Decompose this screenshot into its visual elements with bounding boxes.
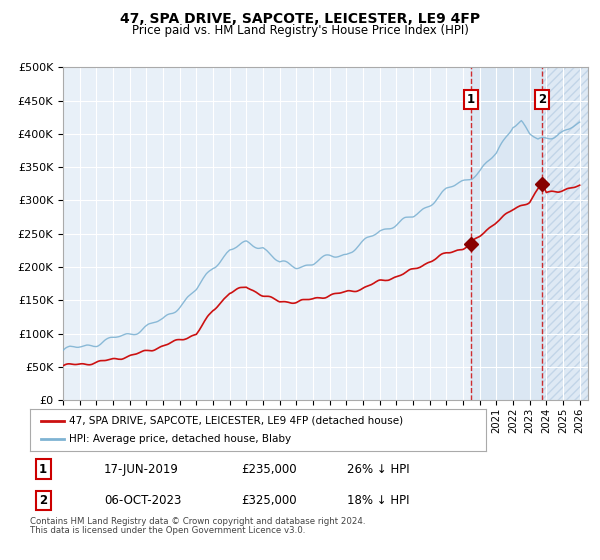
Text: Contains HM Land Registry data © Crown copyright and database right 2024.: Contains HM Land Registry data © Crown c… (30, 516, 365, 526)
Text: 2: 2 (538, 93, 547, 106)
Text: HPI: Average price, detached house, Blaby: HPI: Average price, detached house, Blab… (69, 434, 291, 444)
Text: 47, SPA DRIVE, SAPCOTE, LEICESTER, LE9 4FP: 47, SPA DRIVE, SAPCOTE, LEICESTER, LE9 4… (120, 12, 480, 26)
Text: 1: 1 (39, 463, 47, 476)
Text: 2: 2 (39, 494, 47, 507)
Text: This data is licensed under the Open Government Licence v3.0.: This data is licensed under the Open Gov… (30, 526, 305, 535)
Text: 17-JUN-2019: 17-JUN-2019 (104, 463, 179, 476)
Text: £325,000: £325,000 (241, 494, 297, 507)
Text: 26% ↓ HPI: 26% ↓ HPI (347, 463, 409, 476)
Text: 1: 1 (467, 93, 475, 106)
Text: Price paid vs. HM Land Registry's House Price Index (HPI): Price paid vs. HM Land Registry's House … (131, 24, 469, 36)
Bar (470, 67, 542, 400)
Text: £235,000: £235,000 (241, 463, 297, 476)
Text: 47, SPA DRIVE, SAPCOTE, LEICESTER, LE9 4FP (detached house): 47, SPA DRIVE, SAPCOTE, LEICESTER, LE9 4… (69, 416, 403, 426)
Text: 06-OCT-2023: 06-OCT-2023 (104, 494, 181, 507)
Text: 18% ↓ HPI: 18% ↓ HPI (347, 494, 409, 507)
Bar (542, 67, 588, 400)
Bar (542, 67, 588, 400)
